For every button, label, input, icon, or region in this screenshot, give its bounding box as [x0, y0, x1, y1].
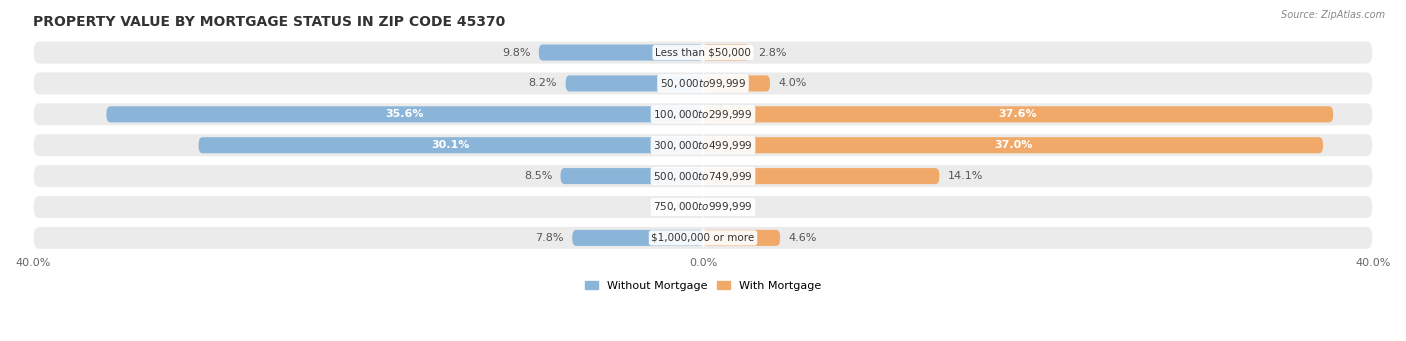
FancyBboxPatch shape	[703, 168, 939, 184]
Text: 7.8%: 7.8%	[536, 233, 564, 243]
Text: 0.0%: 0.0%	[711, 202, 740, 212]
Text: 30.1%: 30.1%	[432, 140, 470, 150]
Legend: Without Mortgage, With Mortgage: Without Mortgage, With Mortgage	[581, 276, 825, 295]
Text: 8.2%: 8.2%	[529, 78, 557, 88]
Text: $500,000 to $749,999: $500,000 to $749,999	[654, 169, 752, 183]
FancyBboxPatch shape	[703, 75, 770, 91]
FancyBboxPatch shape	[703, 137, 1323, 153]
FancyBboxPatch shape	[32, 102, 1374, 127]
FancyBboxPatch shape	[107, 106, 703, 122]
FancyBboxPatch shape	[565, 75, 703, 91]
FancyBboxPatch shape	[32, 41, 1374, 64]
Text: 9.8%: 9.8%	[502, 47, 530, 58]
FancyBboxPatch shape	[32, 71, 1374, 95]
FancyBboxPatch shape	[703, 106, 1333, 122]
Text: $750,000 to $999,999: $750,000 to $999,999	[654, 201, 752, 213]
FancyBboxPatch shape	[703, 45, 749, 61]
Text: $1,000,000 or more: $1,000,000 or more	[651, 233, 755, 243]
Text: 4.6%: 4.6%	[789, 233, 817, 243]
Text: Source: ZipAtlas.com: Source: ZipAtlas.com	[1281, 10, 1385, 20]
Text: $50,000 to $99,999: $50,000 to $99,999	[659, 77, 747, 90]
Text: 4.0%: 4.0%	[779, 78, 807, 88]
Text: 35.6%: 35.6%	[385, 109, 425, 119]
Text: Less than $50,000: Less than $50,000	[655, 47, 751, 58]
FancyBboxPatch shape	[572, 230, 703, 246]
Text: PROPERTY VALUE BY MORTGAGE STATUS IN ZIP CODE 45370: PROPERTY VALUE BY MORTGAGE STATUS IN ZIP…	[32, 15, 505, 29]
Text: 0.0%: 0.0%	[666, 202, 695, 212]
Text: $300,000 to $499,999: $300,000 to $499,999	[654, 139, 752, 152]
FancyBboxPatch shape	[32, 164, 1374, 188]
Text: 14.1%: 14.1%	[948, 171, 983, 181]
FancyBboxPatch shape	[32, 133, 1374, 157]
Text: $100,000 to $299,999: $100,000 to $299,999	[654, 108, 752, 121]
FancyBboxPatch shape	[198, 137, 703, 153]
Text: 37.6%: 37.6%	[998, 109, 1038, 119]
FancyBboxPatch shape	[703, 230, 780, 246]
FancyBboxPatch shape	[32, 226, 1374, 250]
Text: 2.8%: 2.8%	[758, 47, 787, 58]
Text: 8.5%: 8.5%	[524, 171, 553, 181]
Text: 37.0%: 37.0%	[994, 140, 1032, 150]
FancyBboxPatch shape	[538, 45, 703, 61]
FancyBboxPatch shape	[32, 195, 1374, 219]
FancyBboxPatch shape	[561, 168, 703, 184]
